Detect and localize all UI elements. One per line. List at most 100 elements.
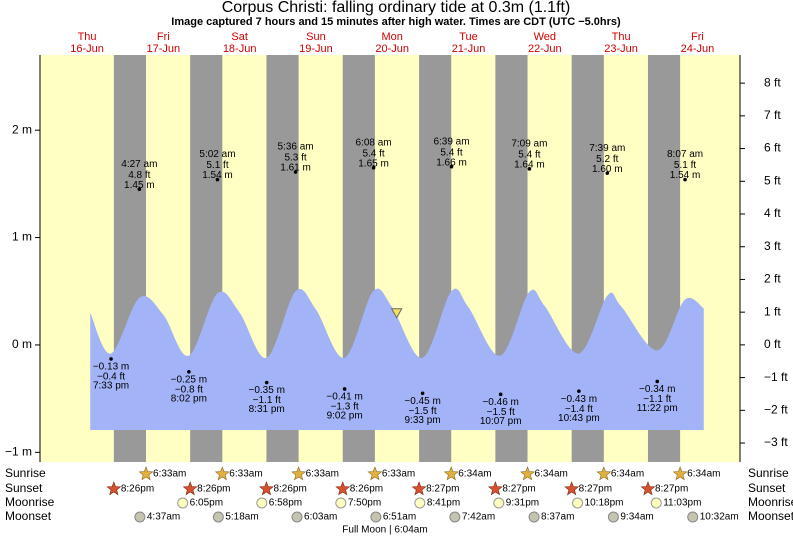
sunrise-time: 6:34am <box>458 469 491 480</box>
low-tide-dot <box>187 369 191 374</box>
sunrise-icon <box>672 466 688 481</box>
low-tide-m: −0.34 m <box>639 384 675 395</box>
y2-tick-label: 4 ft <box>764 206 781 220</box>
low-tide-dot <box>342 387 347 391</box>
date-label: 20-Jun <box>375 43 409 55</box>
high-tide-ft: 5.4 ft <box>518 149 540 160</box>
sunset-icon <box>411 481 427 496</box>
y2-tick-label: 8 ft <box>764 75 781 89</box>
tide-area <box>90 288 704 430</box>
high-tide-time: 8:07 am <box>667 149 703 160</box>
day-label: Thu <box>78 31 97 43</box>
moonset-icon <box>528 511 540 523</box>
moonrise-time: 6:05pm <box>190 498 223 509</box>
sunset-time: 8:27pm <box>655 484 688 495</box>
y2-tick-label: −3 ft <box>764 435 788 449</box>
date-label: 17-Jun <box>147 43 181 55</box>
y-tick-label: 1 m <box>12 230 32 244</box>
high-tide-dot <box>605 171 610 175</box>
low-tide-dot <box>109 357 113 361</box>
y2-tick-label: 2 ft <box>764 272 781 286</box>
moonrise-time: 9:31pm <box>506 498 539 509</box>
moonrise-icon <box>572 497 584 509</box>
high-tide-ft: 5.1 ft <box>674 160 696 171</box>
row-label-right: Sunset <box>748 481 786 495</box>
low-tide-m: −0.43 m <box>561 394 597 405</box>
moonrise-time: 7:50pm <box>348 498 381 509</box>
high-tide-m: 1.66 m <box>436 157 467 168</box>
sunrise-icon <box>291 466 307 481</box>
low-tide-ft: −0.4 ft <box>97 372 125 383</box>
moonset-icon <box>134 511 146 523</box>
sunrise-icon <box>520 466 535 481</box>
moonrise-time: 10:18pm <box>585 498 624 509</box>
moonset-icon <box>212 511 224 523</box>
high-tide-ft: 5.3 ft <box>284 153 306 164</box>
y-tick-label: −1 m <box>5 445 32 459</box>
high-tide-m: 1.64 m <box>514 159 545 170</box>
sunset-icon <box>564 481 580 496</box>
moonset-icon <box>370 511 382 523</box>
high-tide-time: 7:39 am <box>589 143 625 154</box>
high-tide-m: 1.45 m <box>124 180 155 191</box>
moonrise-time: 11:03pm <box>663 498 701 509</box>
low-tide-time: 7:33 pm <box>93 381 129 392</box>
low-tide-ft: −1.1 ft <box>643 394 671 405</box>
date-label: 19-Jun <box>299 43 333 55</box>
sunset-icon <box>487 481 503 496</box>
y2-tick-label: 3 ft <box>764 239 781 253</box>
moonrise-icon <box>335 497 347 509</box>
sunrise-icon <box>367 466 383 481</box>
moonset-time: 6:03am <box>304 512 337 523</box>
sunrise-time: 6:33am <box>306 469 339 480</box>
sunrise-time: 6:34am <box>611 469 644 480</box>
sunset-time: 8:26pm <box>197 484 230 495</box>
high-tide-dot <box>371 165 376 170</box>
high-tide-ft: 5.4 ft <box>362 148 384 159</box>
y-tick-label: 2 m <box>12 122 32 136</box>
low-tide-ft: −1.1 ft <box>253 395 281 406</box>
low-tide-time: 8:31 pm <box>249 404 285 415</box>
high-tide-m: 1.61 m <box>280 163 311 174</box>
low-tide-dot <box>420 391 425 396</box>
y-tick-label: 0 m <box>12 337 32 351</box>
moonset-time: 6:51am <box>383 512 416 523</box>
moonset-time: 4:37am <box>147 512 180 523</box>
high-tide-m: 1.65 m <box>358 158 389 169</box>
y2-tick-label: 1 ft <box>764 304 781 318</box>
high-tide-m: 1.54 m <box>202 170 233 181</box>
low-tide-dot <box>577 389 581 393</box>
high-tide-m: 1.60 m <box>592 164 623 175</box>
high-tide-time: 5:02 am <box>199 149 235 160</box>
date-label: 21-Jun <box>452 43 486 55</box>
moonrise-icon <box>493 497 505 509</box>
chart-subtitle: Image captured 7 hours and 15 minutes af… <box>171 16 621 28</box>
moonrise-time: 6:58pm <box>269 498 302 509</box>
y2-tick-label: −1 ft <box>764 370 788 384</box>
day-label: Fri <box>157 31 170 43</box>
sunset-time: 8:26pm <box>121 484 154 495</box>
high-tide-dot <box>527 167 532 171</box>
high-tide-ft: 5.1 ft <box>206 160 228 171</box>
low-tide-m: −0.46 m <box>482 397 518 408</box>
moonrise-time: 8:41pm <box>427 498 460 509</box>
low-tide-time: 9:02 pm <box>327 411 363 422</box>
sunset-time: 8:27pm <box>579 484 612 495</box>
moonset-icon <box>449 511 461 523</box>
high-tide-m: 1.54 m <box>670 170 701 181</box>
high-tide-time: 6:08 am <box>356 137 392 148</box>
sunrise-time: 6:34am <box>687 469 720 480</box>
moonset-time: 10:32am <box>700 512 739 523</box>
sunrise-icon <box>138 466 154 481</box>
moonset-time: 8:37am <box>541 512 574 523</box>
low-tide-m: −0.13 m <box>93 362 129 373</box>
moonset-icon <box>687 511 699 523</box>
high-tide-ft: 5.2 ft <box>596 154 618 165</box>
row-label-left: Moonrise <box>5 495 55 509</box>
day-label: Thu <box>612 31 631 43</box>
sunset-icon <box>258 481 274 496</box>
date-label: 22-Jun <box>528 43 562 55</box>
sunrise-icon <box>443 466 459 481</box>
high-tide-ft: 4.8 ft <box>128 170 150 181</box>
